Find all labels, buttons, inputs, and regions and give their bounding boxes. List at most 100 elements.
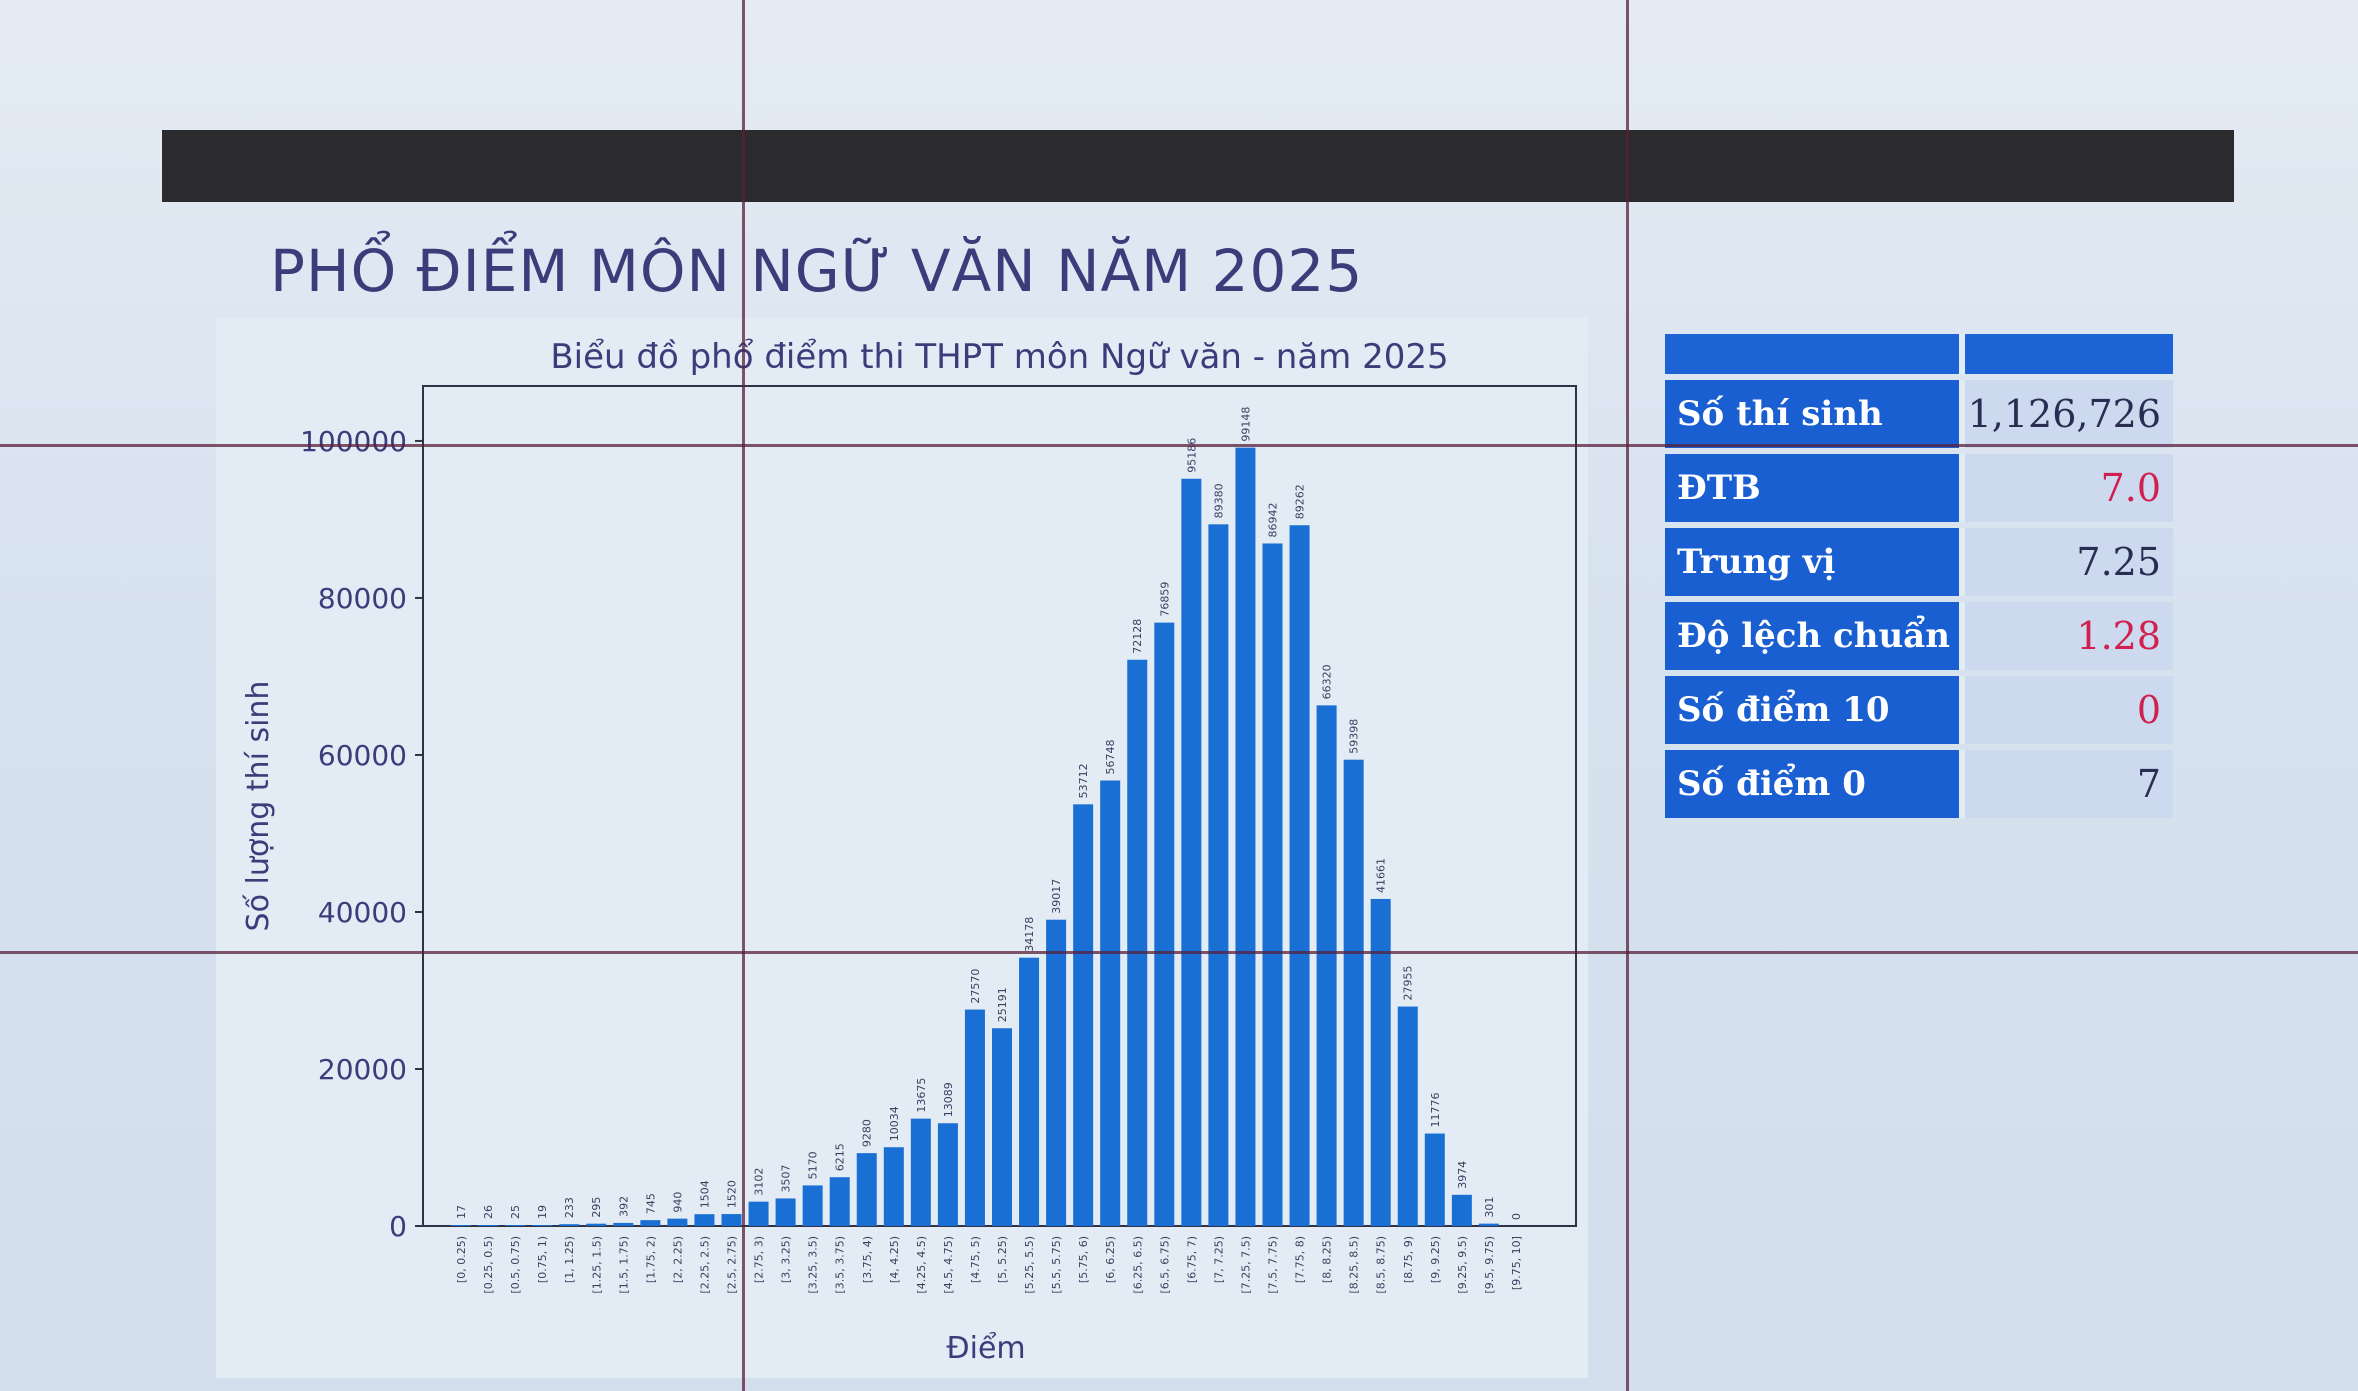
bar-value-label: 56748 — [1104, 740, 1117, 775]
bar-value-label: 940 — [671, 1192, 684, 1213]
x-tick-label: [4.25, 4.5) — [915, 1236, 928, 1294]
chart-bar — [505, 1225, 526, 1226]
x-tick-label: [4, 4.25) — [888, 1236, 901, 1283]
x-tick-label: [8.5, 8.75) — [1375, 1236, 1388, 1294]
chart-bar — [1478, 1223, 1499, 1226]
x-tick-label: [8, 8.25) — [1321, 1236, 1334, 1283]
x-tick-label: [0.5, 0.75) — [509, 1236, 522, 1294]
bar-value-label: 11776 — [1429, 1093, 1442, 1128]
bar-value-label: 13089 — [942, 1082, 955, 1117]
stats-value: 1.28 — [1965, 602, 2173, 670]
bar-value-label: 59398 — [1348, 719, 1361, 754]
y-tick-label: 60000 — [318, 739, 407, 772]
bar-value-label: 86942 — [1267, 502, 1280, 537]
stats-row: Số thí sinh 1,126,726 — [1665, 380, 2173, 448]
bar-value-label: 19 — [536, 1205, 549, 1219]
stats-table-header — [1665, 334, 2173, 374]
chart-bar — [1073, 804, 1094, 1226]
x-tick-label: [5, 5.25) — [996, 1236, 1009, 1283]
bar-value-label: 25 — [509, 1205, 522, 1219]
x-tick-label: [5.5, 5.75) — [1050, 1236, 1063, 1294]
bar-value-label: 9280 — [861, 1119, 874, 1147]
slide-header-bar — [162, 130, 2234, 202]
y-tick-label: 0 — [389, 1210, 407, 1243]
score-distribution-chart: Biểu đồ phổ điểm thi THPT môn Ngữ văn - … — [241, 337, 1577, 1366]
chart-bar — [1424, 1133, 1445, 1226]
x-tick-label: [3.75, 4) — [861, 1236, 874, 1283]
bar-value-label: 392 — [617, 1196, 630, 1217]
chart-bar — [856, 1153, 877, 1226]
bar-value-label: 95186 — [1185, 438, 1198, 473]
x-tick-label: [4.75, 5) — [969, 1236, 982, 1283]
x-tick-label: [8.75, 9) — [1402, 1236, 1415, 1283]
chart-bar — [992, 1028, 1012, 1226]
chart-bar — [1397, 1006, 1418, 1226]
bar-value-label: 39017 — [1050, 879, 1063, 914]
x-tick-label: [3.5, 3.75) — [834, 1236, 847, 1294]
bar-value-label: 66320 — [1321, 664, 1334, 699]
stats-value: 7.0 — [1965, 454, 2173, 522]
stats-value: 1,126,726 — [1965, 380, 2173, 448]
stats-header-cell — [1665, 334, 1965, 374]
x-tick-label: [9.75, 10] — [1510, 1236, 1523, 1290]
bar-value-label: 745 — [644, 1193, 657, 1214]
chart-bar — [748, 1201, 769, 1226]
screen-seam-v — [1626, 0, 1629, 1391]
bar-value-label: 41661 — [1375, 858, 1388, 893]
x-tick-label: [9.5, 9.75) — [1483, 1236, 1496, 1294]
chart-bar — [451, 1225, 471, 1226]
x-tick-label: [6.25, 6.5) — [1131, 1236, 1144, 1294]
bar-value-label: 295 — [590, 1197, 603, 1218]
bar-value-label: 26 — [482, 1205, 495, 1219]
bar-value-label: 6215 — [834, 1143, 847, 1171]
chart-bar — [1289, 525, 1310, 1226]
x-tick-label: [5.25, 5.5) — [1023, 1236, 1036, 1294]
stats-label: Số điểm 10 — [1665, 676, 1965, 744]
bar-value-label: 76859 — [1158, 582, 1171, 617]
bar-value-label: 301 — [1483, 1197, 1496, 1218]
stats-label: Độ lệch chuẩn — [1665, 602, 1965, 670]
bar-value-label: 27955 — [1402, 966, 1415, 1001]
x-tick-label: [5.75, 6) — [1077, 1236, 1090, 1283]
bar-value-label: 1520 — [726, 1180, 739, 1208]
bar-value-label: 1504 — [698, 1180, 711, 1208]
stats-label: Số thí sinh — [1665, 380, 1965, 448]
screen-seam-h — [0, 951, 2358, 954]
x-tick-label: [7.5, 7.75) — [1267, 1236, 1280, 1294]
bar-value-label: 3102 — [753, 1168, 766, 1196]
x-tick-label: [2.25, 2.5) — [698, 1236, 711, 1294]
x-tick-label: [1, 1.25) — [563, 1236, 576, 1283]
bar-value-label: 10034 — [888, 1106, 901, 1141]
y-tick-label: 80000 — [318, 582, 407, 615]
bar-value-label: 89262 — [1294, 484, 1307, 519]
chart-bar — [1046, 919, 1067, 1226]
chart-bar — [910, 1118, 931, 1226]
chart-bar — [1127, 659, 1148, 1226]
chart-bar — [1019, 957, 1040, 1226]
screen-seam-v — [742, 0, 745, 1391]
chart-bar — [613, 1222, 634, 1226]
chart-bar — [1208, 524, 1229, 1226]
chart-bar — [802, 1185, 823, 1226]
x-tick-label: [6.5, 6.75) — [1158, 1236, 1171, 1294]
x-tick-label: [1.25, 1.5) — [590, 1236, 603, 1294]
chart-bar — [1370, 898, 1391, 1226]
chart-bar — [1451, 1194, 1472, 1226]
bar-value-label: 99148 — [1239, 407, 1252, 442]
bar-value-label: 89380 — [1212, 483, 1225, 518]
chart-bar — [964, 1009, 985, 1226]
chart-bar — [694, 1214, 715, 1226]
y-axis-label: Số lượng thí sinh — [241, 681, 276, 932]
y-tick-label: 100000 — [300, 425, 407, 458]
x-tick-label: [0.75, 1) — [536, 1236, 549, 1283]
chart-bar — [883, 1147, 904, 1226]
chart-bar — [721, 1214, 742, 1226]
x-tick-label: [3, 3.25) — [780, 1236, 793, 1283]
x-tick-label: [1.5, 1.75) — [617, 1236, 630, 1294]
y-tick-label: 20000 — [318, 1053, 407, 1086]
stats-row: Số điểm 10 0 — [1665, 676, 2173, 744]
chart-bar — [532, 1225, 553, 1226]
chart-bar — [1154, 622, 1175, 1226]
chart-bar — [1100, 780, 1121, 1226]
chart-bar — [478, 1225, 499, 1226]
